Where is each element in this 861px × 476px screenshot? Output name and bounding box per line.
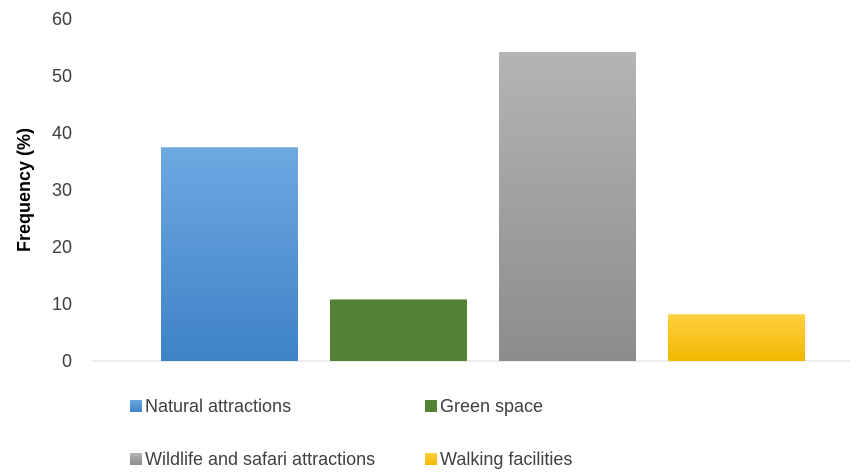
bar-green-space (330, 299, 467, 361)
legend-swatch (130, 400, 142, 412)
y-tick-label: 60 (52, 9, 72, 29)
y-tick-label: 0 (62, 351, 72, 371)
legend-swatch (425, 400, 437, 412)
y-tick-label: 20 (52, 237, 72, 257)
y-tick-label: 30 (52, 180, 72, 200)
legend-label: Wildlife and safari attractions (145, 449, 375, 469)
y-tick-label: 10 (52, 294, 72, 314)
y-tick-label: 40 (52, 123, 72, 143)
y-axis-label: Frequency (%) (14, 128, 34, 252)
bar-wildlife-and-safari-attractions (499, 52, 636, 362)
y-tick-label: 50 (52, 66, 72, 86)
y-axis-ticks: 0 10 20 30 40 50 60 (52, 9, 72, 371)
legend-swatch (425, 453, 437, 465)
legend-swatch (130, 453, 142, 465)
legend-label: Natural attractions (145, 396, 291, 416)
bar-walking-facilities (668, 314, 805, 361)
bar-natural-attractions (161, 147, 298, 361)
legend-label: Walking facilities (440, 449, 572, 469)
legend: Natural attractions Green space Wildlife a… (130, 396, 572, 469)
bars (161, 52, 805, 362)
legend-label: Green space (440, 396, 543, 416)
